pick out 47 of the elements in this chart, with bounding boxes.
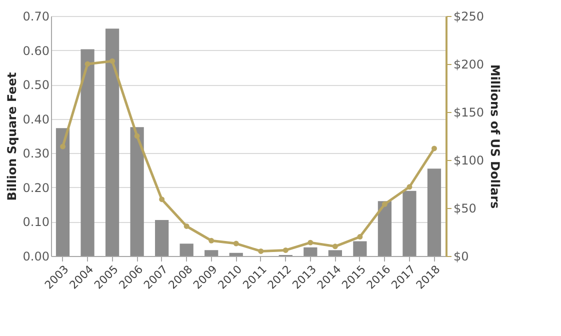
point [282, 248, 288, 253]
line-series [60, 58, 437, 254]
y-tick-label: 0.60 [22, 44, 50, 58]
y-tick-label: 0.70 [22, 10, 50, 24]
y-tick-label: 0.50 [22, 78, 50, 92]
point [258, 248, 264, 254]
y-tick-label: 0.30 [22, 146, 50, 161]
point [84, 61, 90, 67]
bar [353, 241, 367, 256]
y-axis-title: Billion Square Feet [4, 72, 19, 201]
bar [155, 220, 169, 256]
y-tick-label: 0.10 [22, 215, 50, 230]
point [134, 133, 140, 139]
y2-tick-label: $250 [454, 10, 484, 24]
y-tick-label: 0.20 [22, 180, 50, 195]
point [308, 240, 314, 246]
point [110, 58, 116, 64]
y2-tick-label: $50 [454, 202, 476, 216]
bar [378, 201, 392, 256]
point [60, 144, 66, 150]
bar [80, 49, 94, 256]
bar [427, 168, 442, 256]
bar [402, 190, 416, 256]
bar [229, 252, 243, 256]
bar [180, 244, 194, 256]
y2-tick-label: $200 [454, 58, 484, 72]
y2-tick-label: $150 [454, 106, 484, 120]
y-tick-label: 0.40 [22, 112, 50, 126]
point [382, 201, 388, 207]
point [406, 184, 412, 190]
y2-tick-label: $0 [454, 250, 469, 264]
bar [105, 28, 120, 256]
bar [204, 250, 218, 256]
point [432, 146, 437, 152]
y2-tick-label: $100 [454, 154, 484, 168]
point [159, 196, 165, 202]
y2-axis-title: Millions of US Dollars [488, 64, 502, 209]
point [184, 224, 190, 229]
bar [328, 250, 342, 256]
bar [56, 128, 70, 256]
point [357, 234, 363, 240]
point [332, 244, 338, 250]
point [233, 240, 239, 246]
y-tick-label: 0.00 [22, 250, 50, 264]
bar [304, 247, 318, 256]
bar [130, 127, 144, 256]
point [208, 238, 214, 244]
